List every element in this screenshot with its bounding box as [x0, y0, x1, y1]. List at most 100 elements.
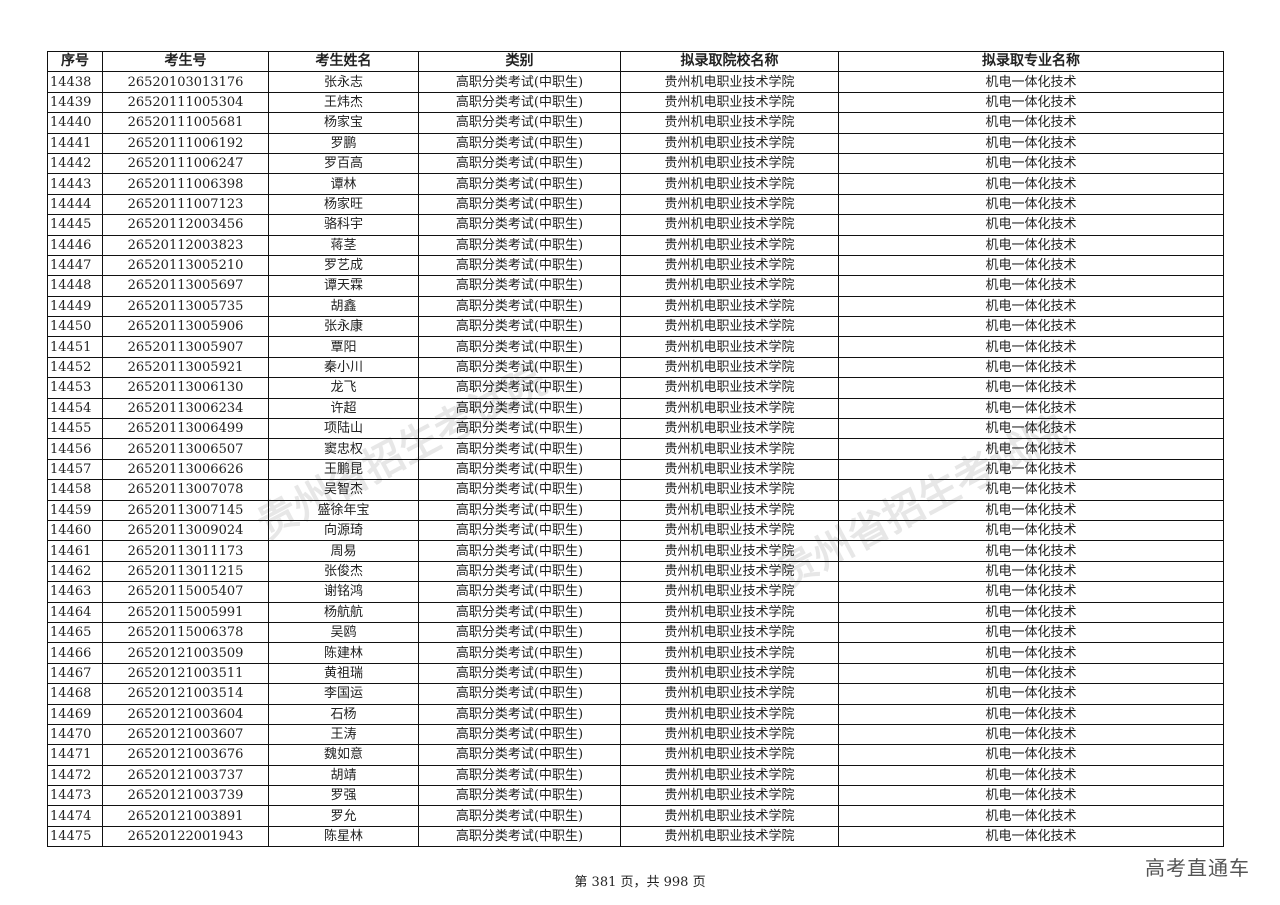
cell-exam-no: 26520112003823: [102, 234, 269, 256]
cell-major: 机电一体化技术: [838, 499, 1224, 521]
cell-school: 贵州机电职业技术学院: [620, 316, 839, 338]
cell-major: 机电一体化技术: [838, 601, 1224, 623]
cell-major: 机电一体化技术: [838, 418, 1224, 440]
cell-major: 机电一体化技术: [838, 132, 1224, 154]
cell-school: 贵州机电职业技术学院: [620, 825, 839, 848]
cell-category: 高职分类考试(中职生): [418, 377, 621, 399]
cell-school: 贵州机电职业技术学院: [620, 234, 839, 256]
cell-seq: 14450: [47, 316, 103, 338]
brand-watermark: 高考直通车: [1145, 856, 1250, 880]
cell-category: 高职分类考试(中职生): [418, 642, 621, 664]
cell-exam-no: 26520113006234: [102, 397, 269, 420]
cell-seq: 14475: [47, 825, 103, 848]
cell-seq: 14455: [47, 418, 103, 440]
cell-major: 机电一体化技术: [838, 723, 1224, 746]
cell-school: 贵州机电职业技术学院: [620, 377, 839, 399]
cell-exam-no: 26520113005906: [102, 316, 269, 338]
cell-seq: 14458: [47, 479, 103, 501]
cell-name: 王鹏昆: [268, 458, 419, 481]
table-row: 14463 26520115005407 谢铭鸿 高职分类考试(中职生) 贵州机电职业技…: [47, 581, 1224, 603]
cell-category: 高职分类考试(中职生): [418, 519, 621, 542]
cell-school: 贵州机电职业技术学院: [620, 479, 839, 501]
cell-name: 杨家旺: [268, 193, 419, 216]
cell-seq: 14471: [47, 744, 103, 766]
cell-category: 高职分类考试(中职生): [418, 418, 621, 440]
cell-name: 龙飞: [268, 377, 419, 399]
cell-seq: 14449: [47, 295, 103, 318]
cell-school: 贵州机电职业技术学院: [620, 91, 839, 114]
cell-name: 陈星林: [268, 825, 419, 848]
cell-category: 高职分类考试(中职生): [418, 540, 621, 562]
cell-name: 罗允: [268, 805, 419, 827]
cell-name: 窦忠权: [268, 438, 419, 460]
cell-seq: 14443: [47, 173, 103, 195]
cell-exam-no: 26520113006499: [102, 418, 269, 440]
cell-exam-no: 26520111006247: [102, 152, 269, 175]
cell-exam-no: 26520111006192: [102, 132, 269, 154]
cell-major: 机电一体化技术: [838, 744, 1224, 766]
cell-category: 高职分类考试(中职生): [418, 173, 621, 195]
table-row: 14447 26520113005210 罗艺成 高职分类考试(中职生) 贵州机电职业技…: [47, 254, 1224, 277]
cell-category: 高职分类考试(中职生): [418, 723, 621, 746]
table-row: 14445 26520112003456 骆科宇 高职分类考试(中职生) 贵州机电职业技…: [47, 214, 1224, 236]
cell-name: 秦小川: [268, 356, 419, 379]
cell-name: 胡鑫: [268, 295, 419, 318]
table-header-row: 序号 考生号 考生姓名 类别 拟录取院校名称 拟录取专业名称: [47, 50, 1224, 73]
cell-exam-no: 26520113009024: [102, 519, 269, 542]
cell-seq: 14441: [47, 132, 103, 154]
cell-name: 盛徐年宝: [268, 499, 419, 521]
cell-exam-no: 26520111005304: [102, 91, 269, 114]
cell-major: 机电一体化技术: [838, 214, 1224, 236]
table-row: 14451 26520113005907 覃阳 高职分类考试(中职生) 贵州机电职业技术…: [47, 336, 1224, 358]
cell-school: 贵州机电职业技术学院: [620, 132, 839, 154]
cell-exam-no: 26520113005735: [102, 295, 269, 318]
cell-name: 魏如意: [268, 744, 419, 766]
cell-category: 高职分类考试(中职生): [418, 214, 621, 236]
table-row: 14474 26520121003891 罗允 高职分类考试(中职生) 贵州机电职业技术…: [47, 805, 1224, 827]
cell-seq: 14474: [47, 805, 103, 827]
cell-school: 贵州机电职业技术学院: [620, 601, 839, 623]
table-row: 14457 26520113006626 王鹏昆 高职分类考试(中职生) 贵州机电职业技…: [47, 458, 1224, 481]
cell-major: 机电一体化技术: [838, 112, 1224, 134]
cell-seq: 14456: [47, 438, 103, 460]
cell-name: 陈建林: [268, 642, 419, 664]
cell-seq: 14459: [47, 499, 103, 521]
cell-name: 谭天霖: [268, 275, 419, 297]
cell-name: 王炜杰: [268, 91, 419, 114]
cell-category: 高职分类考试(中职生): [418, 295, 621, 318]
cell-name: 谭林: [268, 173, 419, 195]
cell-category: 高职分类考试(中职生): [418, 479, 621, 501]
cell-category: 高职分类考试(中职生): [418, 601, 621, 623]
cell-major: 机电一体化技术: [838, 254, 1224, 277]
cell-category: 高职分类考试(中职生): [418, 621, 621, 644]
cell-major: 机电一体化技术: [838, 642, 1224, 664]
table-row: 14444 26520111007123 杨家旺 高职分类考试(中职生) 贵州机电职业技…: [47, 193, 1224, 216]
cell-major: 机电一体化技术: [838, 316, 1224, 338]
cell-exam-no: 26520121003509: [102, 642, 269, 664]
cell-seq: 14454: [47, 397, 103, 420]
cell-major: 机电一体化技术: [838, 764, 1224, 787]
cell-exam-no: 26520111006398: [102, 173, 269, 195]
cell-name: 张俊杰: [268, 560, 419, 583]
table-row: 14442 26520111006247 罗百高 高职分类考试(中职生) 贵州机电职业技…: [47, 152, 1224, 175]
cell-category: 高职分类考试(中职生): [418, 356, 621, 379]
cell-school: 贵州机电职业技术学院: [620, 356, 839, 379]
cell-school: 贵州机电职业技术学院: [620, 397, 839, 420]
cell-school: 贵州机电职业技术学院: [620, 581, 839, 603]
cell-name: 谢铭鸿: [268, 581, 419, 603]
cell-name: 吴鸥: [268, 621, 419, 644]
cell-name: 黄祖瑞: [268, 662, 419, 685]
cell-seq: 14470: [47, 723, 103, 746]
cell-seq: 14444: [47, 193, 103, 216]
cell-seq: 14442: [47, 152, 103, 175]
cell-category: 高职分类考试(中职生): [418, 438, 621, 460]
cell-major: 机电一体化技术: [838, 560, 1224, 583]
cell-category: 高职分类考试(中职生): [418, 581, 621, 603]
cell-school: 贵州机电职业技术学院: [620, 275, 839, 297]
cell-school: 贵州机电职业技术学院: [620, 418, 839, 440]
cell-seq: 14469: [47, 703, 103, 725]
header-seq: 序号: [47, 50, 103, 73]
table-row: 14458 26520113007078 吴智杰 高职分类考试(中职生) 贵州机电职业技…: [47, 479, 1224, 501]
cell-seq: 14472: [47, 764, 103, 787]
cell-category: 高职分类考试(中职生): [418, 683, 621, 705]
